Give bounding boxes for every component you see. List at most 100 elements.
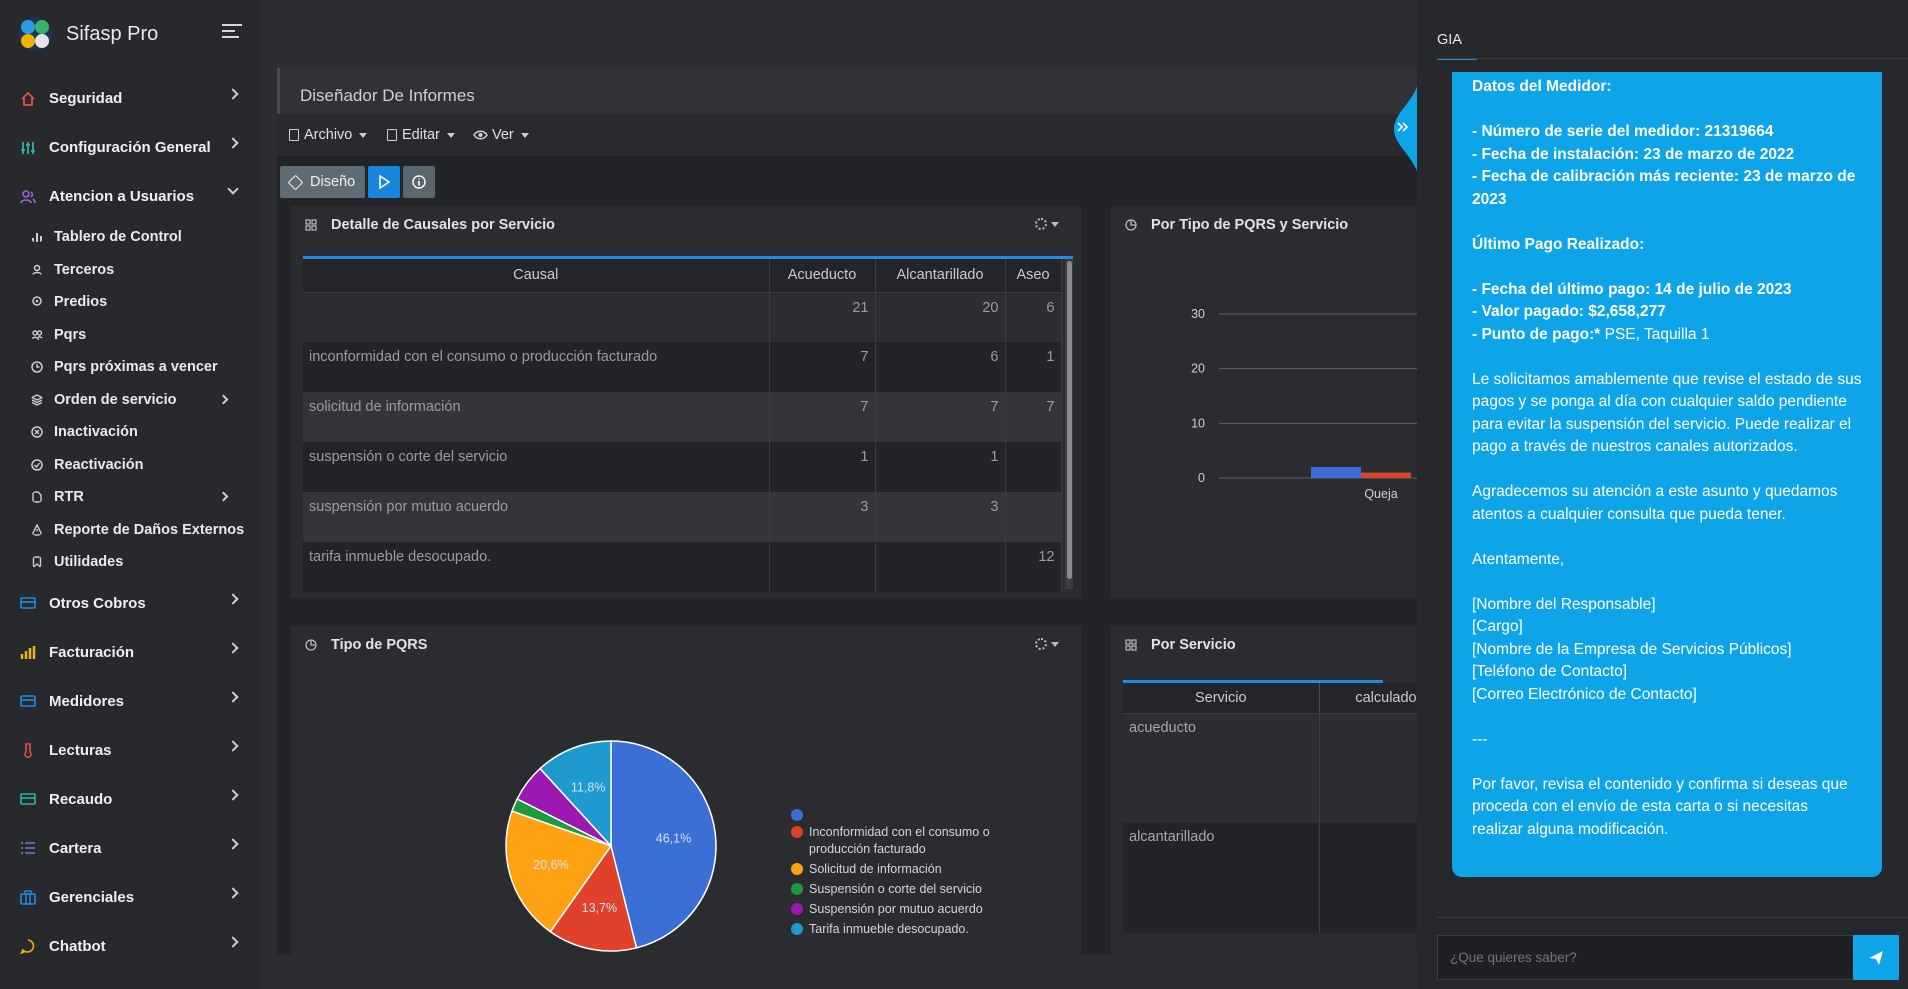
sidebar-item-seguridad[interactable]: Seguridad: [0, 74, 261, 123]
pie-slice[interactable]: [610, 740, 717, 949]
caret-down-icon: [1051, 221, 1059, 227]
column-header-acueducto[interactable]: Acueducto: [769, 259, 876, 293]
page-title: Diseñador De Informes: [300, 86, 475, 105]
panel-header: Detalle de Causales por Servicio: [291, 206, 1081, 244]
sidebar-item-label: Medidores: [49, 692, 125, 710]
chevron-right-icon: [227, 837, 239, 850]
sidebar-subitem-label: Utilidades: [54, 554, 124, 571]
sidebar-item-label: Seguridad: [49, 90, 123, 107]
menu-ver[interactable]: Ver: [473, 127, 529, 143]
clock-icon: [31, 361, 43, 373]
table-row: 21 20 6: [303, 292, 1062, 342]
legend-item[interactable]: [791, 807, 1001, 821]
bar[interactable]: [1361, 472, 1411, 478]
message-line: - Valor pagado: $2,658,277: [1472, 303, 1666, 320]
sidebar-item-facturacion[interactable]: Facturación: [0, 628, 261, 677]
sidebar-subitem-label: Pqrs: [54, 326, 87, 343]
chat-input[interactable]: [1437, 935, 1854, 980]
legend-item[interactable]: Inconformidad con el consumo o producció…: [791, 824, 1001, 858]
chat-collapse-handle[interactable]: [1386, 70, 1420, 188]
bar[interactable]: [1311, 467, 1361, 478]
chat-message-bubble: Datos del Medidor: - Número de serie del…: [1452, 72, 1882, 877]
legend-item[interactable]: Suspensión o corte del servicio: [791, 881, 1001, 898]
design-button-label: Diseño: [310, 174, 356, 190]
column-header-servicio[interactable]: Servicio: [1123, 683, 1320, 714]
sidebar-subitem-utilidades[interactable]: Utilidades: [0, 546, 261, 579]
sidebar-item-medidores[interactable]: Medidores: [0, 677, 261, 726]
panel-settings[interactable]: [1035, 638, 1059, 650]
legend-item[interactable]: Solicitud de información: [791, 861, 1001, 878]
sidebar-item-lecturas[interactable]: Lecturas: [0, 726, 261, 775]
sidebar-item-recaudo[interactable]: Recaudo: [0, 775, 261, 824]
column-header-causal[interactable]: Causal: [303, 259, 770, 293]
pie-chart-icon: [1125, 219, 1137, 231]
sidebar-subitem-orden-servicio[interactable]: Orden de servicio: [0, 384, 261, 417]
caret-down-icon: [1051, 641, 1059, 647]
sidebar-item-label: Atencion a Usuarios: [49, 188, 195, 205]
table-cell: 3: [875, 492, 1006, 542]
menu-editar[interactable]: Editar: [387, 127, 455, 143]
causales-table: Causal Acueducto Alcantarillado Aseo 21 …: [303, 256, 1073, 592]
table-cell: [1005, 442, 1062, 492]
y-tick-label: 20: [1191, 362, 1205, 376]
info-button[interactable]: [403, 166, 436, 198]
message-line: [Correo Electrónico de Contacto]: [1472, 685, 1697, 703]
sidebar-subitem-tablero[interactable]: Tablero de Control: [0, 221, 261, 254]
send-button[interactable]: [1853, 935, 1899, 980]
brand[interactable]: Sifasp Pro: [18, 14, 158, 54]
sidebar-item-atencion-usuarios[interactable]: Atencion a Usuarios: [0, 172, 261, 221]
table-row: alcantarillado: [1123, 823, 1417, 933]
sidebar-subitem-inactivacion[interactable]: Inactivación: [0, 416, 261, 449]
app-name: Sifasp Pro: [66, 22, 159, 45]
sidebar-item-cartera[interactable]: Cartera: [0, 824, 261, 873]
sidebar-subitem-terceros[interactable]: Terceros: [0, 254, 261, 287]
tipo-servicio-panel: Por Tipo de PQRS y Servicio 30 20 10 0 Queja: [1111, 206, 1417, 598]
menu-toggle-icon[interactable]: [222, 24, 242, 40]
panel-header: Por Servicio: [1111, 626, 1417, 664]
chevron-right-icon: [218, 491, 229, 502]
legend-item[interactable]: Tarifa inmueble desocupado.: [791, 921, 1001, 938]
sidebar-item-otros-cobros[interactable]: Otros Cobros: [0, 579, 261, 628]
pie-slice[interactable]: [549, 844, 638, 952]
sidebar-subitem-pqrs[interactable]: Pqrs: [0, 319, 261, 352]
eye-icon: [473, 130, 488, 140]
sidebar-item-chatbot[interactable]: Chatbot: [0, 922, 261, 971]
pie-slice[interactable]: [505, 810, 613, 933]
sidebar-item-gerenciales[interactable]: Gerenciales: [0, 873, 261, 922]
column-header-aseo[interactable]: Aseo: [1005, 259, 1062, 293]
legend-swatch: [791, 863, 803, 875]
message-line: - Fecha del último pago: 14 de julio de …: [1472, 280, 1792, 298]
sidebar-subitem-reactivacion[interactable]: Reactivación: [0, 449, 261, 482]
sidebar-subitem-rtr[interactable]: RTR: [0, 481, 261, 514]
panel-settings[interactable]: [1035, 218, 1059, 230]
sidebar-item-configuracion-general[interactable]: Configuración General: [0, 123, 261, 172]
chevron-right-icon: [227, 935, 239, 948]
design-button[interactable]: Diseño: [280, 166, 366, 198]
panel-title: Tipo de PQRS: [331, 637, 428, 653]
pie-slice-label: 46,1%: [656, 831, 691, 845]
table-cell: 7: [769, 392, 876, 442]
table-scrollbar[interactable]: [1065, 259, 1073, 589]
preview-button[interactable]: [368, 166, 401, 198]
table-cell: 6: [1005, 292, 1062, 342]
scrollbar-thumb[interactable]: [1066, 261, 1072, 579]
sidebar-subitem-label: Pqrs próximas a vencer: [54, 359, 218, 376]
servicio-table: Servicio calculado acueducto alcantarill…: [1123, 680, 1417, 933]
column-header-calculado[interactable]: calculado: [1319, 683, 1417, 714]
tab-gia[interactable]: GIA: [1437, 32, 1477, 60]
menu-archivo[interactable]: Archivo: [289, 127, 368, 143]
card-icon: [20, 695, 36, 707]
column-header-alcantarillado[interactable]: Alcantarillado: [875, 259, 1006, 293]
sidebar-item-label: Facturación: [49, 643, 135, 661]
pie-slice[interactable]: [539, 740, 612, 848]
tab-divider: [1437, 58, 1908, 59]
legend-item[interactable]: Suspensión por mutuo acuerdo: [791, 901, 1001, 918]
double-chevron-right-icon: [1397, 122, 1409, 132]
sidebar-subitem-reporte-danos[interactable]: Reporte de Daños Externos: [0, 514, 261, 547]
legend-label: Tarifa inmueble desocupado.: [809, 922, 969, 936]
sidebar-subitem-predios[interactable]: Predios: [0, 286, 261, 319]
sidebar-subitem-pqrs-vencer[interactable]: Pqrs próximas a vencer: [0, 351, 261, 384]
location-pin-icon: [32, 296, 42, 306]
message-heading: Datos del Medidor:: [1472, 78, 1612, 95]
chevron-right-icon: [227, 592, 239, 605]
